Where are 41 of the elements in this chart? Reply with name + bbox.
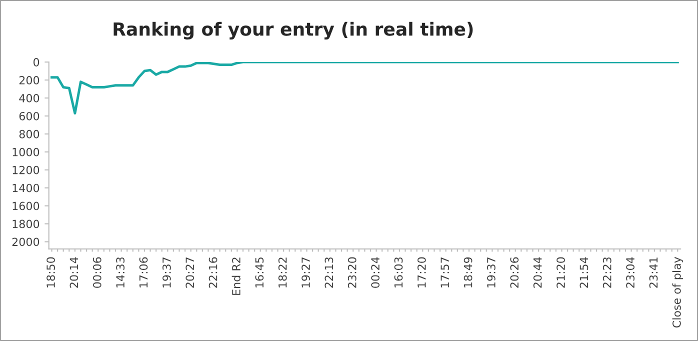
x-tick-label: 17:57 bbox=[440, 258, 450, 288]
chart-title: Ranking of your entry (in real time) bbox=[114, 22, 473, 40]
y-tick-label: 1600 bbox=[12, 202, 40, 210]
x-tick-label: 22:16 bbox=[208, 257, 218, 288]
x-tick-label: 19:27 bbox=[302, 258, 310, 288]
x-tick-label: 23:04 bbox=[626, 257, 635, 288]
x-tick-label: 17:20 bbox=[417, 257, 426, 288]
y-tick-label: 800 bbox=[19, 130, 40, 138]
y-tick-label: 600 bbox=[19, 112, 40, 120]
y-tick-label: 400 bbox=[19, 94, 40, 102]
x-tick-label: Close of play bbox=[672, 256, 684, 328]
x-tick-label: 18:50 bbox=[46, 257, 55, 288]
x-tick-label: 21:54 bbox=[580, 257, 588, 288]
x-tick-label: 18:49 bbox=[464, 257, 472, 288]
x-tick-label: 18:22 bbox=[278, 258, 287, 288]
x-tick-label: 23:20 bbox=[348, 257, 356, 288]
x-tick-label: 16:45 bbox=[255, 258, 264, 288]
y-tick-label: 2000 bbox=[12, 238, 40, 246]
x-tick-label: 23:41 bbox=[649, 258, 658, 288]
line-series bbox=[50, 62, 679, 115]
y-tick-label: 1400 bbox=[12, 184, 40, 192]
x-tick-label: 20:14 bbox=[70, 257, 78, 288]
y-tick-label: 1200 bbox=[12, 166, 40, 174]
y-tick-label: 200 bbox=[19, 76, 40, 84]
y-tick-label: 1800 bbox=[12, 220, 40, 228]
x-tick-label: 19:37 bbox=[487, 258, 496, 288]
x-tick-label: 20:44 bbox=[533, 257, 542, 288]
x-tick-label: End R2 bbox=[232, 258, 240, 295]
x-tick-label: 16:03 bbox=[394, 257, 403, 288]
x-tick-label: 00:24 bbox=[371, 257, 380, 288]
y-tick-label: 0 bbox=[33, 58, 40, 66]
x-tick-label: 22:13 bbox=[324, 257, 334, 288]
x-tick-label: 19:37 bbox=[162, 258, 171, 288]
x-tick-label: 20:26 bbox=[510, 257, 519, 288]
x-tick-label: 22:23 bbox=[602, 257, 612, 288]
x-tick-label: 21:20 bbox=[556, 257, 565, 288]
x-tick-label: 14:33 bbox=[116, 257, 125, 288]
x-tick-label: 20:27 bbox=[186, 258, 194, 288]
y-tick-label: 1000 bbox=[12, 148, 40, 156]
x-tick-label: 17:06 bbox=[139, 257, 148, 288]
x-tick-label: 00:06 bbox=[92, 257, 102, 288]
